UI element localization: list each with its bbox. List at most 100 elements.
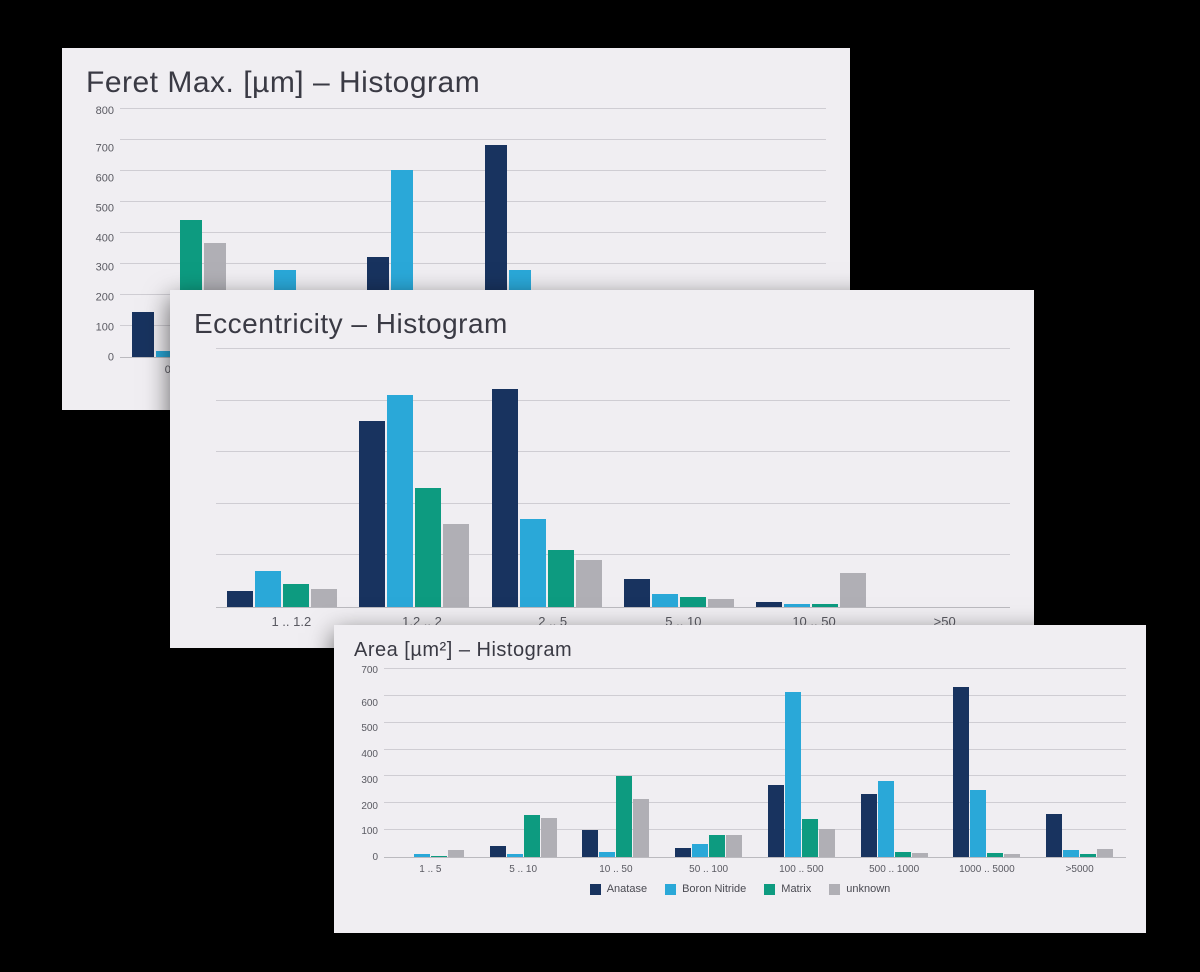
bar-boron [520, 519, 546, 607]
y-tick-label: 0 [108, 353, 114, 364]
legend: Anatase Boron Nitride Matrix unknown [354, 875, 1126, 895]
legend-item: Boron Nitride [665, 883, 746, 895]
y-tick-label: 200 [96, 293, 114, 304]
x-tick-label: 500 .. 1000 [848, 858, 941, 875]
bar-matrix [812, 604, 838, 607]
bar-matrix [709, 835, 725, 857]
bar-anatase [953, 687, 969, 857]
bar-groups [384, 668, 1126, 857]
bar-unknown [726, 835, 742, 857]
bar-boron [692, 844, 708, 858]
y-axis: 7006005004003002001000 [354, 668, 384, 858]
bar-group [384, 668, 477, 857]
legend-label: unknown [846, 883, 890, 895]
bar-matrix [431, 856, 447, 857]
y-tick-label: 400 [96, 233, 114, 244]
bar-unknown [576, 560, 602, 607]
legend-swatch-icon [764, 884, 775, 895]
bar-anatase [1046, 814, 1062, 857]
x-tick-label: 1 .. 5 [384, 858, 477, 875]
legend-item: Anatase [590, 883, 647, 895]
bar-boron [507, 854, 523, 857]
bar-matrix [616, 776, 632, 857]
bar-boron [255, 571, 281, 607]
eccentricity-histogram-panel: Eccentricity – Histogram 100806040200 1 … [170, 290, 1034, 648]
panel-title: Feret Max. [µm] – Histogram [62, 48, 850, 108]
bar-group [570, 668, 663, 857]
x-tick-label: 50 .. 100 [662, 858, 755, 875]
y-tick-label: 500 [96, 203, 114, 214]
bar-anatase [492, 389, 518, 607]
bar-boron [599, 852, 615, 857]
x-tick-label: 5 .. 10 [477, 858, 570, 875]
bar-matrix [415, 488, 441, 607]
bar-matrix [548, 550, 574, 607]
bar-unknown [448, 850, 464, 857]
x-tick-label: 10 .. 50 [570, 858, 663, 875]
bar-boron [970, 790, 986, 858]
x-tick-label: 1000 .. 5000 [941, 858, 1034, 875]
bar-boron [784, 604, 810, 607]
panel-title: Eccentricity – Histogram [170, 290, 1034, 348]
plot-area [384, 668, 1126, 858]
y-tick-label: 200 [361, 802, 378, 812]
y-tick-label: 700 [96, 143, 114, 154]
bar-unknown [1097, 849, 1113, 857]
legend-swatch-icon [829, 884, 840, 895]
bar-group [662, 668, 755, 857]
bar-anatase [227, 591, 253, 607]
bar-anatase [132, 312, 154, 357]
bar-group [216, 348, 348, 607]
y-tick-label: 0 [372, 853, 378, 863]
chart-container: 7006005004003002001000 1 .. 55 .. 1010 .… [334, 668, 1146, 909]
bar-unknown [708, 599, 734, 607]
bar-unknown [840, 573, 866, 607]
bar-unknown [819, 829, 835, 857]
bar-unknown [1004, 854, 1020, 857]
legend-label: Boron Nitride [682, 883, 746, 895]
bar-unknown [633, 799, 649, 857]
bar-groups [216, 348, 1010, 607]
legend-item: unknown [829, 883, 890, 895]
legend-label: Anatase [607, 883, 647, 895]
legend-item: Matrix [764, 883, 811, 895]
x-axis: 1 .. 55 .. 1010 .. 5050 .. 100100 .. 500… [354, 858, 1126, 875]
bar-matrix [283, 584, 309, 607]
bar-group [1033, 668, 1126, 857]
bar-anatase [861, 794, 877, 857]
y-tick-label: 700 [361, 666, 378, 676]
bar-boron [414, 854, 430, 857]
bar-unknown [311, 589, 337, 607]
bar-matrix [802, 819, 818, 857]
bar-unknown [541, 818, 557, 857]
bar-group [755, 668, 848, 857]
plot-area [216, 348, 1010, 608]
y-axis: 8007006005004003002001000 [86, 108, 120, 358]
bar-matrix [987, 853, 1003, 857]
y-tick-label: 100 [361, 827, 378, 837]
chart-container: 100806040200 1 .. 1.21.2 .. 22 .. 55 .. … [170, 348, 1034, 647]
bar-anatase [756, 602, 782, 607]
bar-group [848, 668, 941, 857]
legend-swatch-icon [590, 884, 601, 895]
bar-anatase [582, 830, 598, 857]
y-tick-label: 600 [96, 173, 114, 184]
bar-group [878, 348, 1010, 607]
bar-anatase [675, 848, 691, 857]
bar-matrix [524, 815, 540, 857]
y-tick-label: 400 [361, 750, 378, 760]
legend-swatch-icon [665, 884, 676, 895]
x-tick-label: >5000 [1033, 858, 1126, 875]
bar-anatase [359, 421, 385, 607]
y-tick-label: 100 [96, 323, 114, 334]
bar-matrix [680, 597, 706, 607]
bar-matrix [895, 852, 911, 857]
bar-group [348, 348, 480, 607]
y-tick-label: 800 [96, 106, 114, 117]
y-tick-label: 500 [361, 724, 378, 734]
bar-boron [1063, 850, 1079, 857]
bar-matrix [1080, 854, 1096, 857]
bar-group [477, 668, 570, 857]
bar-anatase [624, 579, 650, 607]
bar-group [481, 348, 613, 607]
